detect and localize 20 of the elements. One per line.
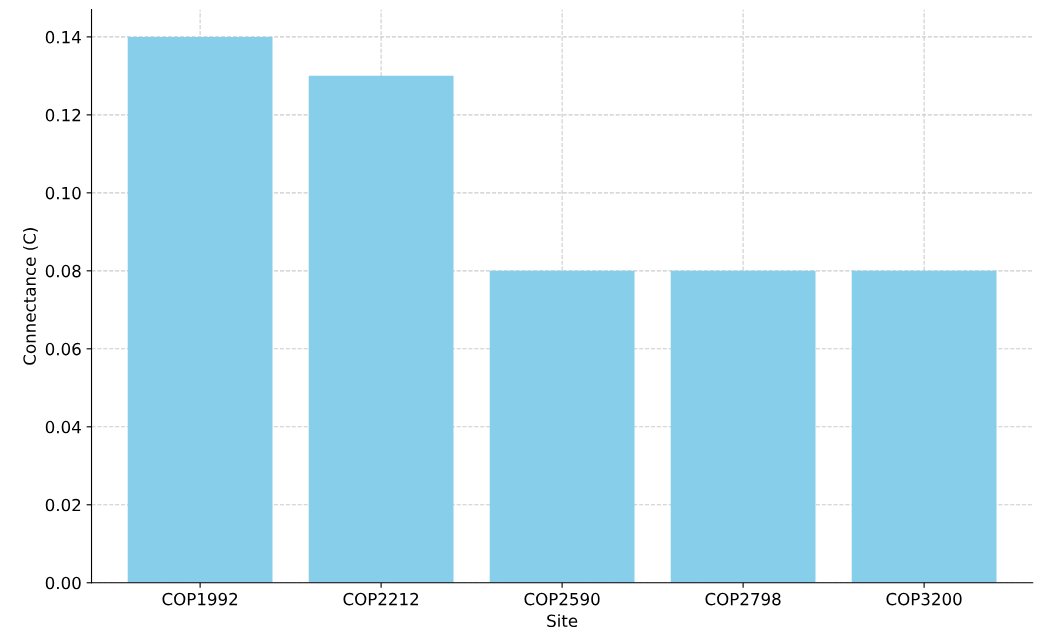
y-tick-label: 0.02 (45, 498, 81, 512)
y-tick-label: 0.04 (45, 420, 81, 434)
y-tick-label: 0.08 (45, 264, 81, 278)
y-tick-label: 0.14 (45, 30, 81, 44)
y-tick-label: 0.00 (45, 576, 81, 590)
x-tick-label: COP1992 (162, 592, 238, 606)
x-tick-label: COP2590 (524, 592, 600, 606)
y-axis-title: Connectance (C) (23, 228, 38, 365)
x-tick-label: COP2212 (343, 592, 419, 606)
x-tick-label: COP2798 (705, 592, 781, 606)
y-tick-label: 0.10 (45, 186, 81, 200)
bar (489, 270, 635, 583)
x-axis-title: Site (547, 614, 578, 628)
x-tick-label: COP3200 (886, 592, 962, 606)
y-tick-label: 0.06 (45, 342, 81, 356)
bar (308, 75, 454, 583)
bar (851, 270, 997, 583)
bar (670, 270, 816, 583)
y-tick-label: 0.12 (45, 108, 81, 122)
bar (127, 36, 273, 583)
